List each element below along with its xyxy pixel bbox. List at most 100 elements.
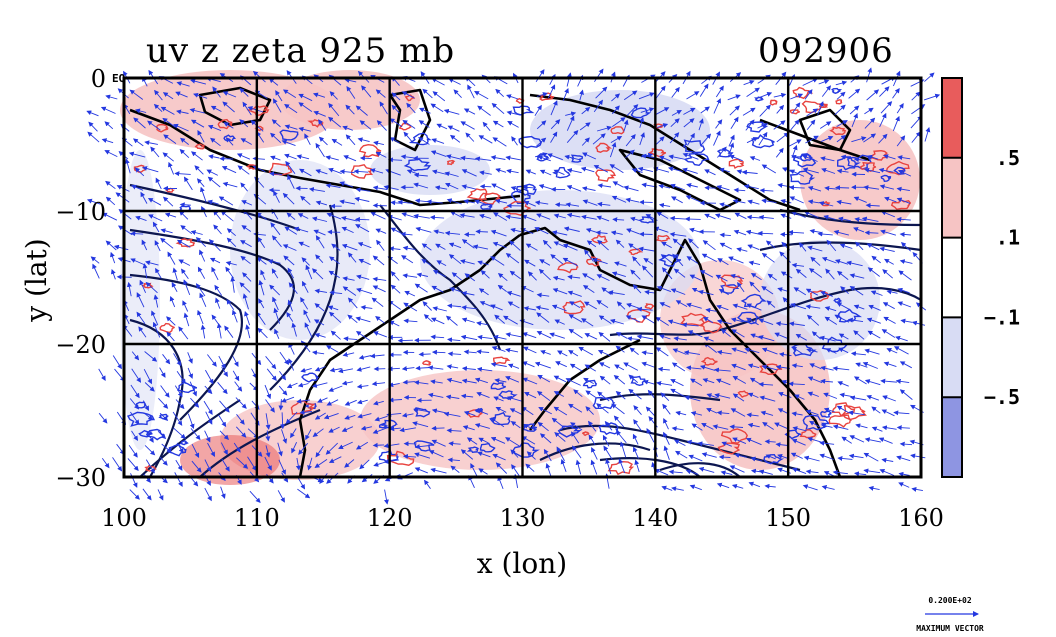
wind-vector: [911, 91, 921, 101]
vorticity-contour: [829, 126, 846, 136]
coastline-segment: [388, 88, 432, 152]
wind-vector: [632, 284, 642, 294]
wind-vector: [478, 288, 489, 296]
wind-vector: [806, 108, 819, 117]
wind-vector: [413, 213, 430, 219]
wind-vector: [855, 241, 864, 251]
wind-vector: [179, 149, 190, 159]
wind-vector: [610, 230, 623, 236]
wind-vector: [759, 187, 774, 193]
wind-vector: [581, 152, 597, 160]
vorticity-contour: [279, 129, 299, 141]
wind-vector: [595, 230, 608, 236]
wind-vector: [339, 199, 356, 205]
wind-vector: [197, 130, 205, 143]
wind-vector: [284, 124, 298, 130]
wind-vector: [747, 199, 760, 205]
wind-vector: [717, 258, 729, 266]
wind-vector: [788, 139, 802, 147]
wind-vector: [727, 94, 741, 101]
wind-vector: [126, 281, 132, 297]
wind-vector: [252, 156, 265, 162]
wind-vector: [167, 251, 176, 265]
wind-vector: [155, 177, 162, 190]
wind-vector: [355, 187, 371, 193]
wind-vector: [361, 85, 372, 98]
wind-vector: [611, 195, 627, 203]
wind-vector: [671, 196, 683, 204]
wind-vector: [527, 271, 537, 281]
wind-vector: [835, 185, 850, 191]
wind-vector: [534, 152, 548, 158]
wind-vector: [326, 212, 342, 220]
wind-vector: [133, 117, 146, 129]
wind-vector: [808, 268, 823, 278]
wind-vector: [790, 93, 804, 100]
height-contour: [599, 393, 721, 402]
wind-vector: [222, 101, 235, 113]
vorticity-contour: [784, 429, 802, 440]
wind-vector: [150, 146, 160, 158]
vorticity-contour: [518, 135, 543, 149]
wind-vector: [134, 167, 145, 177]
vorticity-contour: [512, 105, 535, 116]
wind-vector: [641, 265, 654, 278]
wind-vector: [443, 108, 460, 115]
wind-vector: [741, 169, 758, 175]
wind-vector: [325, 155, 339, 161]
wind-vector: [523, 200, 536, 207]
wind-vector: [478, 135, 493, 144]
wind-vector: [240, 182, 248, 192]
wind-vector: [195, 236, 207, 248]
wind-vector: [773, 92, 787, 98]
wind-vector: [140, 191, 148, 204]
wind-vector: [719, 202, 732, 208]
wind-vector: [402, 273, 418, 279]
wind-vector: [699, 270, 714, 278]
wind-vector: [492, 241, 507, 249]
wind-vector: [562, 257, 578, 267]
wind-vector: [700, 106, 710, 114]
wind-vector: [376, 239, 385, 251]
wind-vector: [626, 228, 640, 235]
wind-vector: [239, 87, 249, 97]
vorticity-contour: [630, 375, 646, 387]
wind-vector: [226, 237, 237, 248]
wind-vector: [780, 198, 792, 204]
wind-vector: [639, 132, 645, 146]
wind-vector: [331, 138, 343, 146]
wind-vector: [610, 135, 623, 143]
wind-vector: [415, 226, 432, 233]
wind-vector: [563, 226, 580, 232]
wind-vector: [328, 116, 342, 128]
wind-vector: [655, 136, 665, 146]
wind-vector: [806, 119, 816, 130]
wind-vector: [728, 256, 744, 264]
coastline-segment: [298, 233, 521, 478]
wind-vector: [924, 126, 931, 142]
wind-vector: [358, 258, 371, 266]
wind-vector: [162, 92, 174, 100]
wind-vector: [566, 168, 582, 174]
wind-vector: [260, 269, 266, 281]
wind-vector: [436, 123, 448, 130]
vorticity-contour: [399, 122, 412, 131]
wind-vector: [702, 240, 716, 251]
wind-vector: [241, 225, 252, 232]
wind-vector: [765, 240, 776, 249]
vorticity-contour: [700, 356, 718, 366]
wind-vector: [357, 242, 372, 249]
wind-vector: [896, 186, 910, 192]
wind-vector: [549, 73, 556, 85]
wind-vector: [379, 101, 388, 115]
wind-vector: [520, 285, 534, 293]
max-vector-value: 0.200E+02: [928, 596, 972, 605]
wind-vector: [671, 110, 682, 116]
vorticity-contour: [582, 379, 598, 389]
wind-vector: [467, 84, 475, 99]
wind-vector: [592, 133, 606, 145]
wind-vector: [345, 134, 356, 146]
wind-vector: [282, 244, 297, 251]
vorticity-contour: [217, 118, 233, 130]
wind-vector: [239, 119, 249, 128]
